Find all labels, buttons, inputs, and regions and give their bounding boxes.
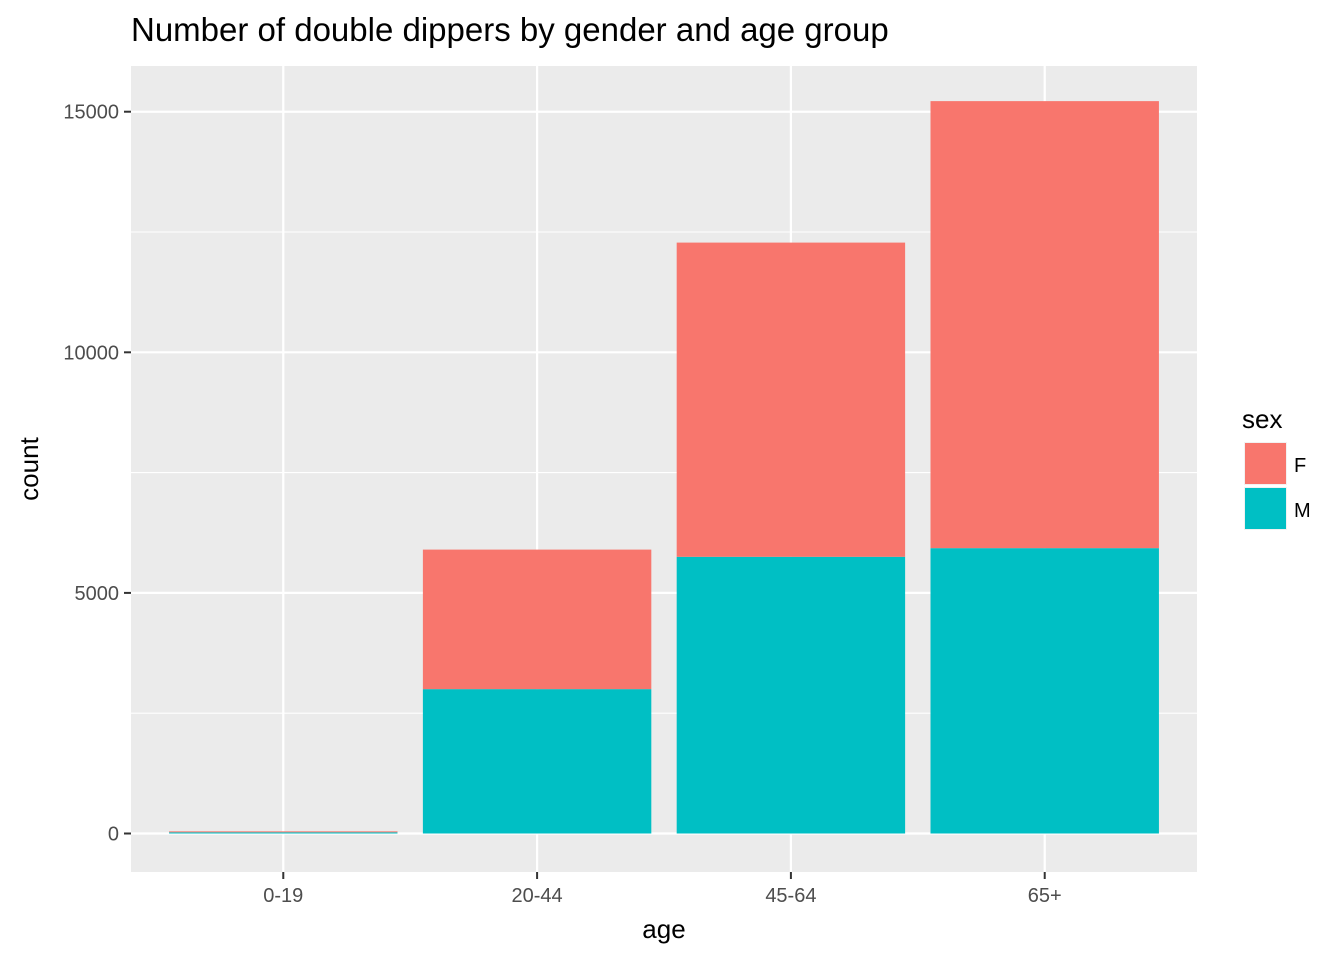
bar-m-4564: [676, 556, 906, 834]
legend-label-m: M: [1294, 500, 1311, 522]
x-tick-label: 0-19: [263, 885, 303, 907]
y-tick-label: 5000: [75, 583, 120, 605]
x-axis-title: age: [642, 914, 685, 944]
bar-f-65: [930, 101, 1159, 549]
legend-title: sex: [1242, 404, 1282, 434]
y-axis: 0 5000 10000 15000: [63, 102, 131, 846]
x-tick-label: 20-44: [512, 885, 563, 907]
legend-key-f: [1245, 443, 1286, 484]
bar-f-019: [169, 831, 398, 833]
y-axis-title: count: [14, 436, 44, 500]
legend-label-f: F: [1294, 455, 1306, 477]
legend-key-m: [1245, 488, 1286, 529]
bars: [169, 101, 1159, 834]
bar-f-4564: [676, 242, 906, 557]
bar-f-2044: [422, 549, 652, 690]
bar-m-65: [930, 548, 1159, 834]
y-tick-label: 0: [108, 824, 119, 846]
y-tick-label: 15000: [63, 102, 119, 124]
x-tick-label: 45-64: [765, 885, 816, 907]
bar-m-019: [169, 832, 398, 834]
x-tick-label: 65+: [1028, 885, 1062, 907]
bar-m-2044: [422, 689, 652, 834]
legend: sex F M: [1242, 404, 1311, 530]
chart-title: Number of double dippers by gender and a…: [131, 11, 889, 48]
x-axis: 0-19 20-44 45-64 65+: [263, 872, 1062, 907]
y-tick-label: 10000: [63, 342, 119, 364]
